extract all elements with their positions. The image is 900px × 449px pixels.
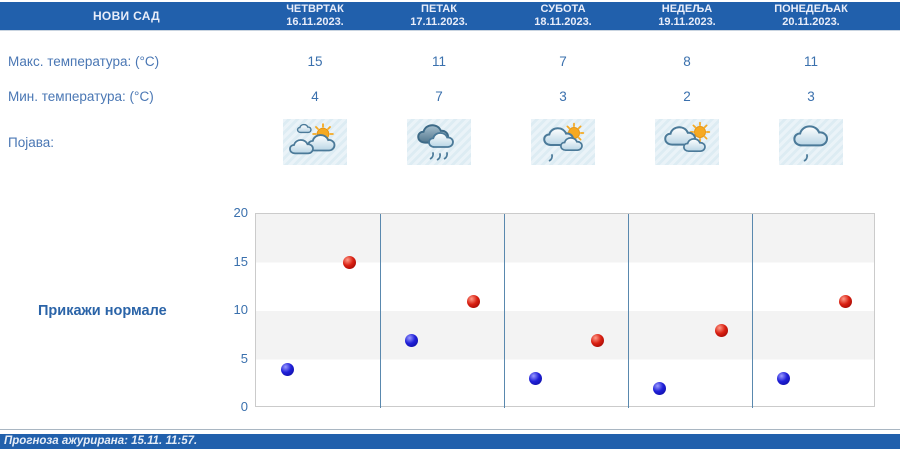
max-temp-point bbox=[342, 256, 356, 269]
weather-tile-friday bbox=[407, 119, 471, 165]
max-temp-value: 11 bbox=[431, 54, 446, 69]
max-temp-value: 8 bbox=[683, 54, 691, 69]
footer-divider bbox=[0, 429, 900, 430]
weather-tile-saturday bbox=[531, 119, 595, 165]
max-temp-value: 11 bbox=[803, 54, 818, 69]
day-header-sunday: НЕДЕЉА 19.11.2023. bbox=[625, 3, 749, 29]
day-divider bbox=[752, 214, 753, 408]
y-axis-tick: 5 bbox=[240, 350, 248, 366]
show-normals-link[interactable]: Прикажи нормале bbox=[38, 303, 167, 319]
min-temp-point bbox=[404, 333, 418, 347]
max-temp-point bbox=[838, 294, 852, 308]
y-axis-tick: 10 bbox=[233, 302, 248, 317]
sun-clouds-icon bbox=[289, 123, 336, 155]
phenomena-label: Појава: bbox=[8, 135, 54, 150]
day-divider bbox=[504, 214, 505, 408]
y-axis-tick: 15 bbox=[233, 253, 248, 269]
min-temp-value: 3 bbox=[807, 89, 815, 104]
day-date: 18.11.2023. bbox=[534, 16, 592, 28]
y-axis-tick: 20 bbox=[233, 205, 248, 220]
sun-clouds-drizzle-icon bbox=[543, 122, 585, 162]
weather-tile-sunday bbox=[655, 119, 719, 165]
min-temp-value: 4 bbox=[311, 89, 319, 104]
weather-tile-thursday bbox=[283, 119, 347, 165]
max-temp-point bbox=[590, 333, 604, 347]
day-date: 16.11.2023. bbox=[286, 16, 344, 28]
chart-plot bbox=[255, 213, 875, 408]
rain-icon bbox=[417, 124, 454, 161]
day-divider bbox=[380, 214, 381, 408]
max-temp-value: 15 bbox=[307, 54, 323, 69]
min-temp-value: 3 bbox=[559, 89, 567, 104]
day-date: 20.11.2023. bbox=[782, 16, 840, 28]
day-header-saturday: СУБОТА 18.11.2023. bbox=[501, 3, 625, 29]
y-axis-tick: 0 bbox=[240, 399, 248, 414]
min-temp-point bbox=[652, 382, 666, 396]
day-name: ЧЕТВРТАК bbox=[286, 3, 344, 15]
max-temp-value: 7 bbox=[559, 54, 567, 69]
footer-status-bar: Прогноза ажурирана: 15.11. 11:57. bbox=[0, 434, 900, 449]
day-header-thursday: ЧЕТВРТАК 16.11.2023. bbox=[253, 3, 377, 29]
day-name: ПЕТАК bbox=[421, 3, 457, 15]
forecast-updated-text: Прогноза ажурирана: 15.11. 11:57. bbox=[4, 435, 198, 447]
min-temp-value: 7 bbox=[435, 89, 443, 104]
day-header-friday: ПЕТАК 17.11.2023. bbox=[377, 3, 501, 29]
location-title: НОВИ САД bbox=[92, 9, 161, 23]
forecast-header: НОВИ САД ЧЕТВРТАК 16.11.2023. ПЕТАК 17.1… bbox=[0, 2, 900, 31]
max-temp-point bbox=[714, 323, 728, 337]
min-temp-point bbox=[528, 372, 542, 386]
weather-tile-monday bbox=[779, 119, 843, 165]
day-divider bbox=[628, 214, 629, 408]
min-temp-point bbox=[280, 362, 294, 376]
min-temp-point bbox=[776, 372, 790, 386]
min-temp-label: Мин. температура: (°C) bbox=[8, 89, 154, 104]
day-name: СУБОТА bbox=[540, 3, 586, 15]
day-date: 17.11.2023. bbox=[410, 16, 468, 28]
min-temp-value: 2 bbox=[683, 89, 691, 104]
day-name: НЕДЕЉА bbox=[661, 3, 713, 15]
cloud-drizzle-icon bbox=[793, 125, 829, 162]
day-date: 19.11.2023. bbox=[658, 16, 716, 28]
day-header-monday: ПОНЕДЕЉАК 20.11.2023. bbox=[749, 3, 873, 29]
max-temp-point bbox=[466, 294, 480, 308]
sun-clouds-icon bbox=[664, 122, 711, 153]
max-temp-label: Макс. температура: (°C) bbox=[8, 54, 160, 69]
day-name: ПОНЕДЕЉАК bbox=[774, 3, 848, 15]
